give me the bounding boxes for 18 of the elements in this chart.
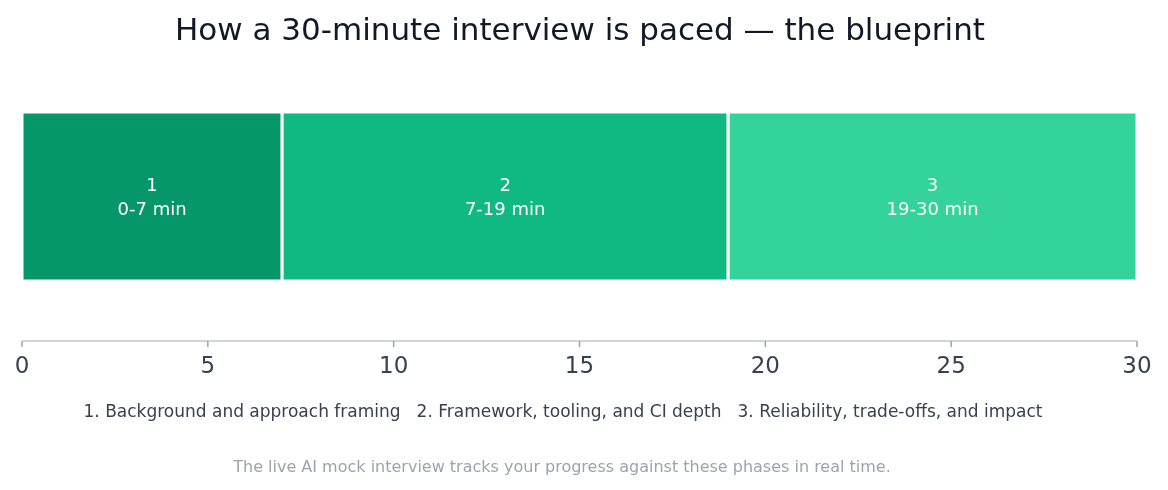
x-tick-label: 0 (14, 352, 30, 379)
series-label: 1 (146, 173, 158, 195)
series-label: 2 (499, 173, 511, 195)
x-tick-label: 30 (1122, 352, 1152, 379)
data-label: 7-19 min (464, 197, 546, 219)
x-tick-label: 25 (936, 352, 966, 379)
text: 1. Background and approach framing (83, 400, 401, 423)
x-tick-label: 10 (379, 352, 409, 379)
data-label: 0-7 min (117, 197, 187, 219)
text: 3. Reliability, trade-offs, and impact (737, 400, 1043, 423)
x-tick-label: 15 (564, 352, 595, 379)
text: 2. Framework, tooling, and CI depth (416, 400, 722, 423)
data-label: 19-30 min (886, 197, 979, 219)
series-label: 3 (926, 173, 939, 195)
chart-title: How a 30-minute interview is paced — the blueprint (175, 11, 985, 47)
x-tick-label: 5 (200, 352, 216, 379)
text: The live AI mock interview tracks your progress against these phases in real time. (232, 456, 891, 476)
x-tick-label: 20 (750, 352, 780, 379)
